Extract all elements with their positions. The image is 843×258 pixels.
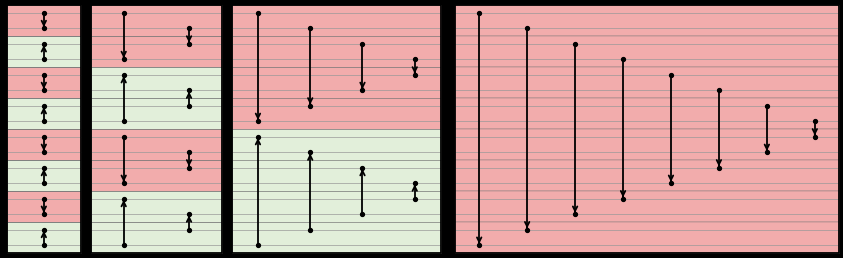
Bar	[455, 67, 839, 98]
Bar	[232, 5, 441, 67]
Bar	[7, 98, 81, 129]
Bar	[7, 67, 81, 98]
Bar	[91, 5, 222, 253]
Bar	[91, 5, 222, 253]
Bar	[91, 5, 222, 67]
Bar	[91, 191, 222, 222]
Bar	[455, 191, 839, 253]
Bar	[232, 129, 441, 191]
Bar	[91, 129, 222, 160]
Bar	[455, 5, 839, 253]
Bar	[91, 160, 222, 191]
Bar	[455, 5, 839, 253]
Bar	[455, 5, 839, 253]
Bar	[7, 222, 81, 253]
Bar	[232, 5, 441, 253]
Bar	[91, 98, 222, 129]
Bar	[232, 98, 441, 129]
Bar	[7, 191, 81, 222]
Bar	[91, 191, 222, 253]
Bar	[455, 5, 839, 129]
Bar	[232, 222, 441, 253]
Bar	[91, 67, 222, 129]
Bar	[455, 129, 839, 191]
Bar	[455, 5, 839, 36]
Bar	[91, 67, 222, 98]
Bar	[232, 191, 441, 222]
Bar	[232, 5, 441, 253]
Bar	[455, 67, 839, 129]
Bar	[455, 129, 839, 253]
Bar	[455, 129, 839, 160]
Bar	[91, 222, 222, 253]
Bar	[232, 67, 441, 98]
Bar	[7, 129, 81, 160]
Bar	[232, 67, 441, 129]
Bar	[455, 36, 839, 67]
Bar	[232, 191, 441, 253]
Bar	[232, 36, 441, 67]
Bar	[455, 222, 839, 253]
Bar	[232, 160, 441, 191]
Bar	[91, 5, 222, 36]
Bar	[7, 5, 81, 253]
Bar	[455, 191, 839, 222]
Bar	[91, 36, 222, 67]
Bar	[7, 5, 81, 253]
Bar	[455, 98, 839, 129]
Bar	[91, 129, 222, 191]
Bar	[7, 160, 81, 191]
Bar	[7, 36, 81, 67]
Bar	[7, 5, 81, 36]
Bar	[232, 129, 441, 253]
Bar	[455, 5, 839, 67]
Bar	[232, 5, 441, 129]
Bar	[232, 5, 441, 36]
Bar	[455, 160, 839, 191]
Bar	[232, 129, 441, 160]
